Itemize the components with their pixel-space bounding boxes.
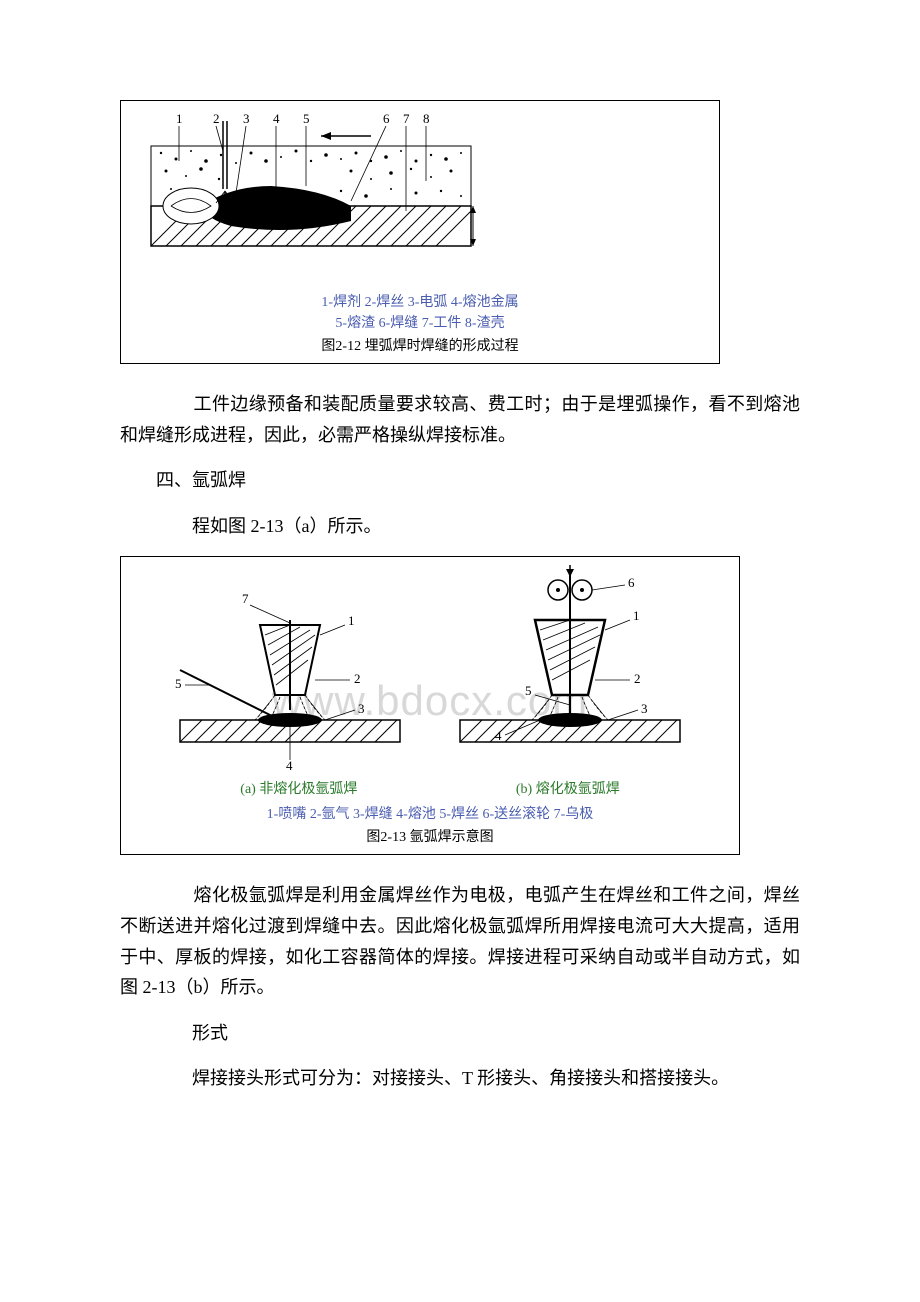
svg-text:2: 2: [634, 671, 641, 686]
fig2-sublabels: (a) 非熔化极氩弧焊 (b) 熔化极氩弧焊: [121, 778, 739, 798]
svg-text:7: 7: [403, 111, 410, 126]
svg-text:1: 1: [348, 613, 355, 628]
figure-2-13-svg: 1 2 3 4 5 7: [150, 565, 710, 780]
fig1-legend-line1: 1-焊剂 2-焊丝 3-电弧 4-熔池金属: [131, 292, 709, 313]
fig1-legend-line2: 5-熔渣 6-焊缝 7-工件 8-渣壳: [131, 313, 709, 334]
svg-text:5: 5: [525, 683, 532, 698]
svg-text:8: 8: [423, 111, 430, 126]
fig2-sublabel-a: (a) 非熔化极氩弧焊: [240, 778, 357, 798]
section-heading-1: 四、氩弧焊: [120, 465, 800, 496]
svg-text:6: 6: [628, 575, 635, 590]
fig2-caption: 图2-13 氩弧焊示意图: [131, 827, 729, 848]
figure-2-12-svg: 1 2 3 4 5 6 7 8: [141, 111, 481, 281]
svg-text:7: 7: [242, 591, 249, 606]
figure-2-13-content: 1 2 3 4 5 7: [121, 565, 739, 854]
fig2-sublabel-b: (b) 熔化极氩弧焊: [516, 778, 620, 798]
svg-text:5: 5: [303, 111, 310, 126]
figure-2-13-box: www.bdocx.com: [120, 556, 740, 855]
fig2-legend-line1: 1-喷嘴 2-氩气 3-焊缝 4-熔池 5-焊丝 6-送丝滚轮 7-乌极: [131, 804, 729, 825]
svg-text:4: 4: [495, 728, 502, 743]
figure-2-12-content: 1 2 3 4 5 6 7 8 1-焊剂 2-焊丝 3-电弧 4-熔池金属 5-…: [121, 101, 719, 363]
paragraph-3: 熔化极氩弧焊是利用金属焊丝作为电极，电弧产生在焊丝和工件之间，焊丝不断送进并熔化…: [120, 880, 800, 1002]
svg-text:2: 2: [213, 111, 220, 126]
section-heading-2: 形式: [120, 1018, 800, 1049]
svg-text:3: 3: [243, 111, 250, 126]
paragraph-4: 焊接接头形式可分为：对接接头、T 形接头、角接接头和搭接接头。: [120, 1063, 800, 1094]
svg-text:5: 5: [175, 676, 182, 691]
figure-2-12-legend: 1-焊剂 2-焊丝 3-电弧 4-熔池金属 5-熔渣 6-焊缝 7-工件 8-渣…: [121, 286, 719, 363]
svg-text:1: 1: [176, 111, 183, 126]
svg-text:4: 4: [286, 758, 293, 773]
svg-text:2: 2: [354, 671, 361, 686]
svg-text:4: 4: [273, 111, 280, 126]
paragraph-1: 工件边缘预备和装配质量要求较高、费工时；由于是埋弧操作，看不到熔池和焊缝形成进程…: [120, 389, 800, 450]
figure-2-13-legend: 1-喷嘴 2-氩气 3-焊缝 4-熔池 5-焊丝 6-送丝滚轮 7-乌极 图2-…: [121, 798, 739, 854]
svg-text:1: 1: [633, 608, 640, 623]
fig1-caption: 图2-12 埋弧焊时焊缝的形成过程: [131, 336, 709, 357]
svg-text:3: 3: [641, 701, 648, 716]
paragraph-2: 程如图 2-13（a）所示。: [120, 511, 800, 542]
svg-text:3: 3: [358, 701, 365, 716]
svg-text:6: 6: [383, 111, 390, 126]
figure-2-12-box: 1 2 3 4 5 6 7 8 1-焊剂 2-焊丝 3-电弧 4-熔池金属 5-…: [120, 100, 720, 364]
